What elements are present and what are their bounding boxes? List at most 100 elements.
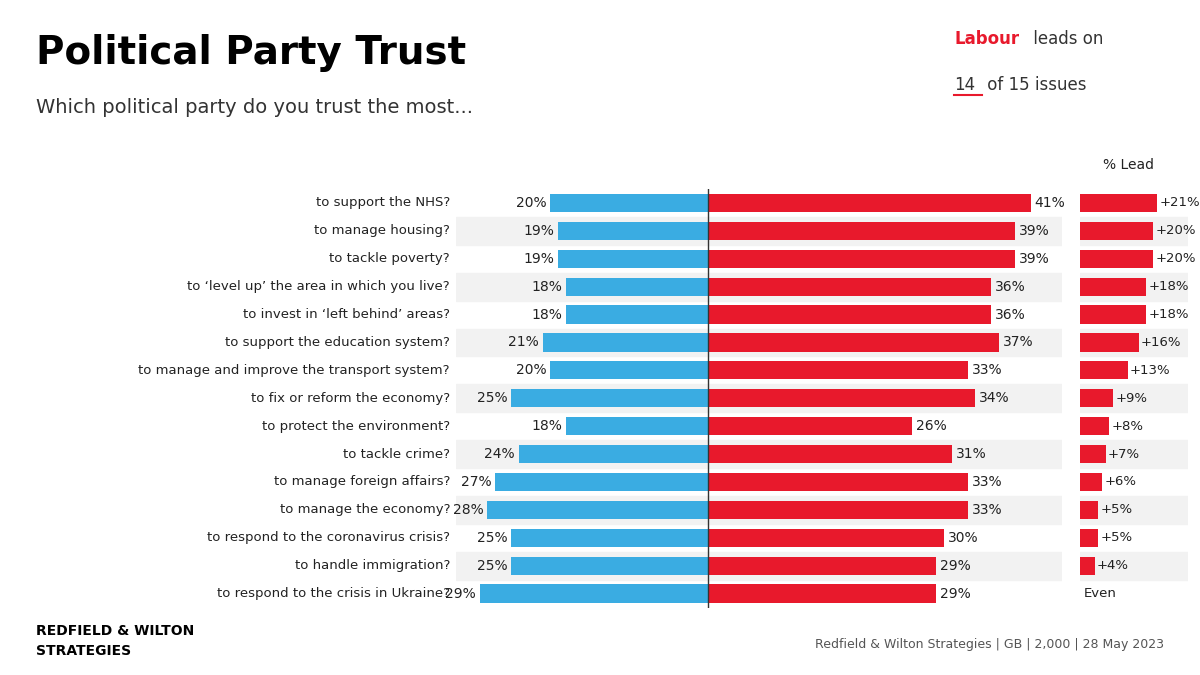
Text: +8%: +8% xyxy=(1111,420,1144,433)
Text: 30%: 30% xyxy=(948,531,978,545)
Text: +7%: +7% xyxy=(1108,448,1140,460)
Bar xyxy=(1080,473,1102,491)
Bar xyxy=(708,473,967,491)
Text: 29%: 29% xyxy=(940,587,971,601)
Text: to protect the environment?: to protect the environment? xyxy=(262,420,450,433)
Text: 18%: 18% xyxy=(532,308,563,321)
Bar xyxy=(708,501,967,519)
Text: +18%: +18% xyxy=(1148,280,1189,293)
Text: +21%: +21% xyxy=(1159,196,1200,209)
Text: +16%: +16% xyxy=(1141,336,1182,349)
Bar xyxy=(551,194,708,212)
Bar xyxy=(1080,222,1153,240)
Bar xyxy=(1080,389,1114,407)
Text: to fix or reform the economy?: to fix or reform the economy? xyxy=(251,392,450,405)
Bar xyxy=(1080,194,1157,212)
Bar xyxy=(1080,329,1188,356)
Text: 18%: 18% xyxy=(532,419,563,433)
Bar xyxy=(1080,445,1105,463)
Bar xyxy=(1080,273,1188,300)
Text: 33%: 33% xyxy=(972,503,1002,517)
Text: 36%: 36% xyxy=(995,308,1026,321)
Text: 25%: 25% xyxy=(476,559,508,572)
Text: +9%: +9% xyxy=(1115,392,1147,405)
Text: REDFIELD & WILTON: REDFIELD & WILTON xyxy=(36,624,194,638)
Bar xyxy=(1080,306,1146,323)
Text: 28%: 28% xyxy=(452,503,484,517)
Text: 14: 14 xyxy=(954,76,976,95)
Text: 20%: 20% xyxy=(516,363,546,377)
Text: to respond to the coronavirus crisis?: to respond to the coronavirus crisis? xyxy=(208,531,450,544)
Text: to tackle poverty?: to tackle poverty? xyxy=(329,252,450,265)
Text: to manage foreign affairs?: to manage foreign affairs? xyxy=(274,475,450,489)
Text: 25%: 25% xyxy=(476,392,508,405)
Bar xyxy=(487,501,708,519)
Bar xyxy=(511,557,708,574)
Text: +5%: +5% xyxy=(1100,531,1133,544)
Text: 20%: 20% xyxy=(516,196,546,210)
Text: 41%: 41% xyxy=(1034,196,1066,210)
Bar xyxy=(1080,217,1188,245)
Text: +5%: +5% xyxy=(1100,504,1133,516)
Bar xyxy=(456,217,1062,245)
Bar xyxy=(480,585,708,603)
Bar xyxy=(1080,417,1109,435)
Text: 21%: 21% xyxy=(508,335,539,350)
Text: 39%: 39% xyxy=(1019,224,1050,238)
Bar xyxy=(708,361,967,379)
Bar xyxy=(708,306,991,323)
Bar xyxy=(551,361,708,379)
Text: of 15 issues: of 15 issues xyxy=(982,76,1086,95)
Text: 25%: 25% xyxy=(476,531,508,545)
Bar xyxy=(566,417,708,435)
Text: to support the education system?: to support the education system? xyxy=(226,336,450,349)
Text: Political Party Trust: Political Party Trust xyxy=(36,34,466,72)
Text: 36%: 36% xyxy=(995,279,1026,294)
Bar xyxy=(566,306,708,323)
Bar xyxy=(1080,384,1188,412)
Text: 33%: 33% xyxy=(972,475,1002,489)
Text: 26%: 26% xyxy=(917,419,947,433)
Bar xyxy=(708,417,912,435)
Text: 19%: 19% xyxy=(523,224,554,238)
Text: to support the NHS?: to support the NHS? xyxy=(316,196,450,209)
Bar xyxy=(542,333,708,352)
Text: +18%: +18% xyxy=(1148,308,1189,321)
Text: Redfield & Wilton Strategies | GB | 2,000 | 28 May 2023: Redfield & Wilton Strategies | GB | 2,00… xyxy=(815,639,1164,651)
Text: Which political party do you trust the most...: Which political party do you trust the m… xyxy=(36,98,473,117)
Text: 39%: 39% xyxy=(1019,252,1050,266)
Text: 33%: 33% xyxy=(972,363,1002,377)
Bar xyxy=(456,551,1062,580)
Text: 31%: 31% xyxy=(955,447,986,461)
Bar xyxy=(1080,333,1139,352)
Text: to tackle crime?: to tackle crime? xyxy=(343,448,450,460)
Bar xyxy=(511,529,708,547)
Bar xyxy=(708,222,1015,240)
Bar xyxy=(496,473,708,491)
Bar xyxy=(558,250,708,268)
Text: Labour: Labour xyxy=(954,30,1019,49)
Text: 37%: 37% xyxy=(1003,335,1033,350)
Bar xyxy=(1080,551,1188,580)
Text: to manage the economy?: to manage the economy? xyxy=(280,504,450,516)
Text: 18%: 18% xyxy=(532,279,563,294)
Text: to handle immigration?: to handle immigration? xyxy=(295,559,450,572)
Bar xyxy=(456,273,1062,300)
Text: leads on: leads on xyxy=(1028,30,1104,49)
Text: STRATEGIES: STRATEGIES xyxy=(36,644,131,658)
Bar xyxy=(708,585,936,603)
Text: Even: Even xyxy=(1084,587,1117,600)
Text: to ‘level up’ the area in which you live?: to ‘level up’ the area in which you live… xyxy=(187,280,450,293)
Text: to respond to the crisis in Ukraine?: to respond to the crisis in Ukraine? xyxy=(217,587,450,600)
Bar xyxy=(558,222,708,240)
Bar xyxy=(456,496,1062,524)
Text: +20%: +20% xyxy=(1156,224,1196,238)
Bar xyxy=(1080,361,1128,379)
Text: 24%: 24% xyxy=(485,447,515,461)
Text: +20%: +20% xyxy=(1156,252,1196,265)
Text: 29%: 29% xyxy=(445,587,475,601)
Bar xyxy=(1080,250,1153,268)
Text: 27%: 27% xyxy=(461,475,492,489)
Bar xyxy=(708,529,944,547)
Bar xyxy=(1080,557,1094,574)
